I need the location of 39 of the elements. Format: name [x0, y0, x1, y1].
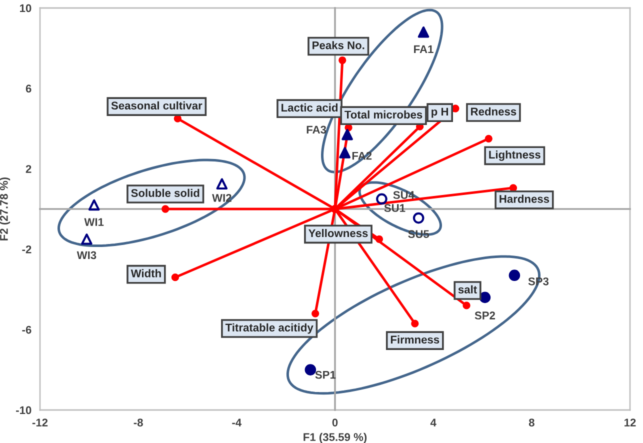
y-axis-title: F2 (27.78 %) — [0, 177, 10, 240]
annotation: salt — [458, 285, 477, 294]
x-tick-label: 4 — [430, 418, 436, 426]
annotation: Soluble solid — [131, 188, 200, 197]
annotation: SP1 — [315, 370, 336, 379]
y-tick-label: 6 — [26, 84, 32, 93]
annotation: Total microbes — [344, 110, 422, 119]
annotation: SU4 — [393, 191, 414, 199]
annotation: FA3 — [306, 126, 326, 134]
annotation: SP2 — [474, 312, 496, 320]
x-tick-label: -12 — [32, 418, 48, 426]
annotation: WI2 — [212, 194, 232, 202]
x-tick-label: 8 — [528, 418, 534, 426]
annotation: Seasonal cultivar — [111, 101, 202, 110]
annotation: Redness — [471, 107, 516, 116]
x-tick-label: 0 — [332, 418, 338, 426]
annotation: Firmness — [390, 335, 440, 344]
x-axis-title: F1 (35.59 %) — [304, 432, 367, 443]
y-tick-label: -2 — [22, 245, 32, 254]
annotation: Yellowness — [308, 228, 368, 238]
annotation: SU1 — [384, 204, 406, 212]
y-tick-label: 10 — [20, 4, 32, 12]
annotation: p H — [432, 108, 448, 118]
x-tick-label: -4 — [232, 418, 242, 426]
annotation: Lactic acid — [282, 103, 338, 112]
x-tick-label: 12 — [624, 418, 636, 426]
annotation: Width — [130, 269, 161, 278]
annotation: Titratable acitidy — [225, 323, 314, 334]
annotation: Peaks No. — [312, 41, 364, 50]
annotation: Lightness — [489, 150, 540, 161]
annotation: WI1 — [84, 218, 104, 226]
annotation: Hardness — [500, 194, 550, 203]
annotation: WI3 — [76, 251, 96, 260]
annotation: FA1 — [414, 45, 434, 53]
annotation: SU5 — [408, 230, 430, 238]
y-tick-label: -6 — [22, 326, 32, 334]
y-tick-label: -10 — [16, 406, 32, 414]
x-tick-label: -8 — [134, 418, 143, 426]
y-tick-label: 2 — [26, 165, 32, 173]
